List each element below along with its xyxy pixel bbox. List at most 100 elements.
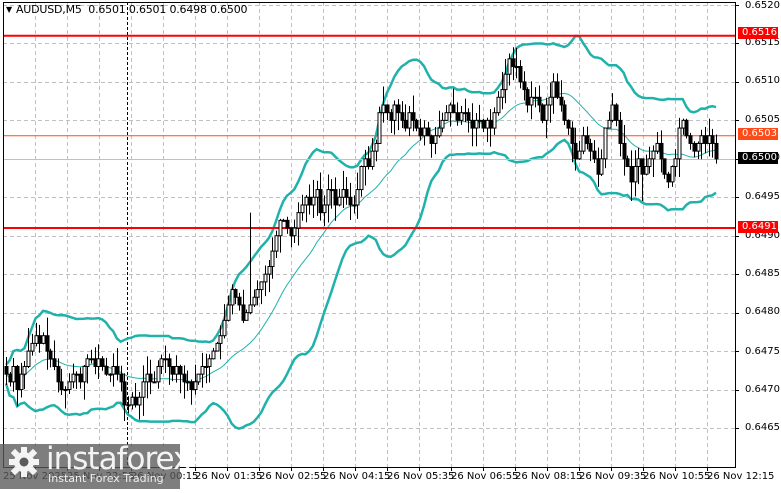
candle-body [152,381,157,384]
candle-body [400,112,405,121]
candle-body [492,112,497,129]
candle-body [370,150,375,168]
candle-body [592,150,597,160]
candle-body [659,142,664,160]
candle-body [359,166,364,191]
candle-body [4,365,9,375]
time-label: 26 Nov 02:55 [259,471,327,482]
candle-body [403,119,408,129]
candle-body [503,73,508,91]
candle-body [555,81,560,98]
candle-body [459,112,464,121]
candle-body [647,158,652,168]
candle-body [59,381,64,391]
candle-body [285,219,290,229]
candle-body [22,365,27,375]
time-label: 26 Nov 10:55 [643,471,711,482]
price-label: 0.6495 [745,191,780,202]
candle-body [396,104,401,114]
time-label: 26 Nov 05:35 [387,471,455,482]
instaforex-watermark: instaforex Instant Forex Trading [0,441,191,489]
candle-body [344,189,349,198]
candle-body [141,381,146,398]
candle-body [640,158,645,175]
candle-body [185,381,190,384]
candle-body [374,142,379,152]
candle-body [533,96,538,99]
time-label: 26 Nov 12:15 [707,471,775,482]
price-label: 0.6520 [745,0,780,11]
candle-body [126,404,131,407]
resistance-price-tag: 0.6516 [738,27,778,39]
candle-body [337,196,342,206]
brand-name: instaforex [46,441,191,477]
candle-body [348,196,353,206]
symbol-ohlc: AUDUSD,M5 0.6501 0.6501 0.6498 0.6500 [15,3,248,16]
candle-body [178,365,183,375]
candle-body [278,219,283,237]
candle-body [74,373,79,376]
candle-body [573,142,578,160]
bollinger-middle-band [5,92,717,382]
candle-body [644,166,649,175]
candle-body [392,104,397,121]
candle-body [481,119,486,129]
candle-body [156,365,161,383]
candle-body [414,119,419,129]
candle-body [115,365,120,375]
candle-body [618,119,623,144]
candle-body [244,312,249,321]
collapse-triangle-icon[interactable]: ▼ [6,5,12,14]
time-label: 26 Nov 01:35 [195,471,263,482]
candle-body [148,373,153,383]
candle-body [514,66,519,69]
candle-body [255,289,260,298]
candle-body [426,127,431,137]
price-label: 0.6505 [745,114,780,125]
candle-body [52,358,57,367]
candle-body [455,112,460,121]
candle-body [670,166,675,183]
candle-body [488,119,493,129]
candle-body [329,189,334,192]
candle-body [267,265,272,275]
candle-body [26,350,31,367]
candle-body [252,296,257,306]
candle-body [566,119,571,129]
candle-body [622,142,627,160]
candle-body [237,296,242,306]
candle-body [548,96,553,106]
candle-body [307,196,312,206]
candle-body [581,135,586,152]
candle-body [193,381,198,391]
candle-body [111,365,116,375]
brand-tagline: Instant Forex Trading [48,472,164,485]
candle-body [451,104,456,114]
candle-body [437,127,442,137]
candle-body [614,104,619,121]
candle-body [684,119,689,137]
price-label: 0.6490 [745,230,780,241]
candle-body [170,365,175,375]
candle-body [603,127,608,160]
time-label: 26 Nov 08:15 [515,471,583,482]
candle-body [67,381,72,391]
candle-body [352,204,357,207]
candle-body [599,158,604,175]
candle-body [610,104,615,121]
candle-body [300,204,305,214]
candle-body [511,58,516,68]
candle-body [525,89,530,106]
candle-body [577,150,582,160]
candle-body [381,104,386,114]
candle-body [56,365,61,383]
candle-body [429,135,434,144]
candle-body [696,142,701,152]
candle-body [418,127,423,137]
candle-body [296,212,301,229]
candle-body [133,396,138,406]
candle-body [270,250,275,267]
chart-title: ▼ AUDUSD,M5 0.6501 0.6501 0.6498 0.6500 [6,3,248,16]
